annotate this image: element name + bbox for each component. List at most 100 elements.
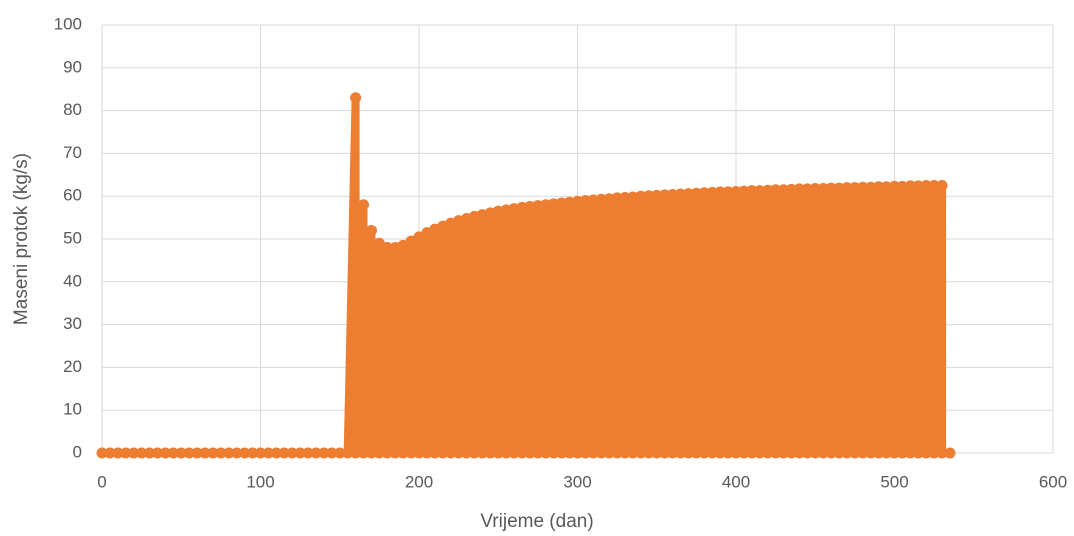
y-tick-label: 90 (63, 57, 82, 76)
y-tick-label: 20 (63, 357, 82, 376)
data-point (167, 447, 179, 459)
data-point (144, 447, 156, 459)
data-point (865, 181, 877, 193)
data-point (255, 447, 266, 459)
data-point (286, 447, 298, 459)
data-point (920, 180, 932, 191)
x-tick-label: 300 (563, 472, 591, 491)
data-point (667, 188, 679, 200)
data-point (920, 447, 932, 459)
x-tick-label: 100 (246, 472, 274, 491)
data-point (619, 191, 631, 203)
data-point (865, 447, 877, 459)
data-point (302, 447, 314, 459)
data-point (564, 447, 576, 459)
data-point (540, 447, 552, 459)
data-point (896, 447, 908, 459)
data-point (468, 447, 480, 459)
data-point (500, 447, 512, 459)
data-point (310, 447, 322, 459)
data-point (778, 184, 790, 196)
data-point (191, 447, 203, 459)
data-point (540, 199, 552, 211)
y-tick-label: 60 (63, 186, 82, 205)
data-point (603, 193, 615, 205)
data-point (873, 447, 885, 459)
y-tick-label: 50 (63, 228, 82, 247)
data-point (936, 447, 948, 459)
data-point (365, 224, 377, 236)
data-point (548, 447, 560, 459)
data-point (793, 183, 805, 195)
data-point (682, 447, 694, 459)
data-point (912, 447, 924, 459)
data-point (698, 187, 710, 199)
data-point (476, 447, 488, 459)
data-point (651, 447, 663, 459)
data-point (595, 193, 607, 205)
data-point (373, 447, 385, 459)
y-tick-label: 0 (73, 442, 82, 461)
data-point (825, 182, 837, 194)
data-point (667, 447, 679, 459)
data-point (421, 447, 433, 459)
data-point (516, 201, 528, 213)
data-point (524, 447, 536, 459)
data-point (738, 185, 750, 197)
data-point (294, 447, 306, 459)
data-point (484, 447, 496, 459)
data-point (722, 447, 734, 459)
data-point (659, 189, 671, 201)
data-point (453, 447, 465, 459)
x-tick-label: 200 (405, 472, 433, 491)
data-point (619, 447, 631, 459)
data-point (801, 183, 813, 195)
data-point (627, 447, 639, 459)
data-point (754, 185, 766, 197)
data-point (611, 447, 623, 459)
x-tick-label: 500 (880, 472, 908, 491)
y-tick-label: 10 (63, 400, 82, 419)
data-point (841, 447, 853, 459)
data-point (508, 447, 520, 459)
data-point (714, 186, 726, 198)
data-point (825, 447, 837, 459)
data-point (714, 447, 726, 459)
data-point (770, 184, 782, 196)
data-point (849, 447, 861, 459)
data-point (175, 447, 187, 459)
data-point (247, 447, 259, 459)
data-point (532, 447, 544, 459)
data-point (675, 447, 687, 459)
data-point (215, 447, 227, 459)
data-point (754, 447, 766, 459)
y-tick-label: 40 (63, 271, 82, 290)
data-point (762, 184, 774, 196)
data-point (397, 447, 409, 459)
data-point (809, 182, 821, 194)
data-point (706, 447, 718, 459)
data-point (881, 447, 893, 459)
data-point (675, 188, 687, 200)
data-point (381, 447, 393, 459)
data-point (556, 447, 568, 459)
data-point (579, 447, 591, 459)
data-point (445, 447, 457, 459)
data-point (365, 447, 377, 459)
data-point (564, 196, 576, 208)
data-point (342, 447, 354, 459)
data-point (358, 199, 370, 211)
data-point (809, 447, 821, 459)
data-point (603, 447, 615, 459)
data-point (270, 447, 282, 459)
data-point (936, 180, 948, 191)
data-point (770, 447, 782, 459)
data-point (334, 447, 346, 459)
data-point (944, 447, 956, 459)
data-point (651, 189, 663, 201)
data-point (492, 447, 504, 459)
x-axis-title: Vrijeme (dan) (480, 511, 593, 532)
data-point (326, 447, 338, 459)
data-point (358, 447, 370, 459)
